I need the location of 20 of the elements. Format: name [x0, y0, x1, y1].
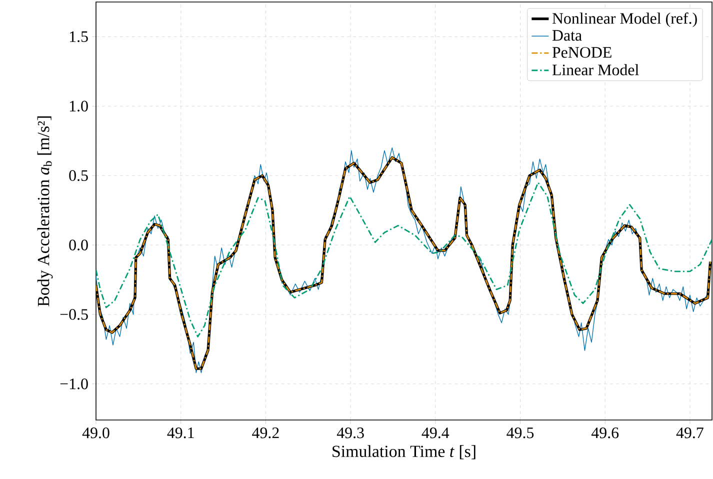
y-tick-label: −1.0	[60, 378, 88, 390]
legend-label: Linear Model	[552, 64, 639, 76]
y-tick-label: 1.0	[70, 100, 88, 112]
x-tick-label: 49.0	[82, 428, 110, 438]
x-tick-label: 49.2	[252, 428, 279, 438]
x-axis-title: Simulation Time t [s]	[332, 445, 476, 460]
y-tick-label: 1.5	[70, 31, 88, 42]
x-tick-label: 49.6	[591, 428, 619, 438]
x-tick-label: 49.3	[336, 428, 364, 438]
x-tick-label: 49.5	[506, 428, 534, 438]
x-tick-label: 49.1	[167, 428, 194, 438]
y-tick-label: 0.5	[69, 170, 88, 181]
legend-label: Data	[552, 30, 582, 41]
y-tick-label: −0.5	[60, 309, 88, 320]
y-tick-label: 0.0	[69, 240, 88, 250]
legend-label: PeNODE	[552, 47, 612, 58]
x-tick-label: 49.4	[422, 428, 450, 438]
x-tick-label: 49.7	[676, 428, 704, 438]
y-axis-title: Body Acceleration a$_{b}$ [m/s²]	[37, 116, 53, 306]
legend-label: Nonlinear Model (ref.)	[552, 12, 697, 28]
